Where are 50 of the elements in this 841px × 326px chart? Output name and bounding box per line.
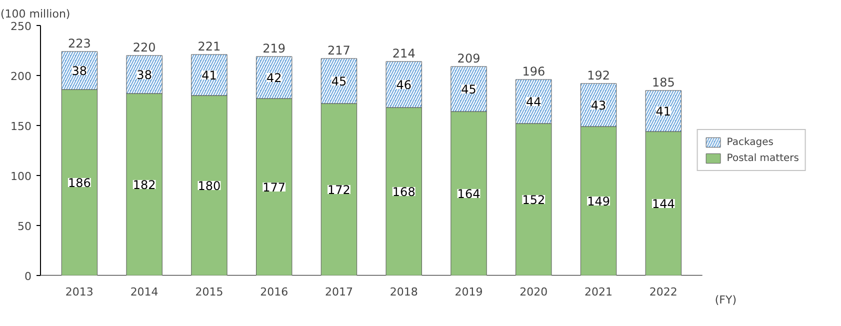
y-tick-label: 150	[10, 120, 32, 133]
x-tick-label: 2016	[260, 286, 288, 298]
y-tick-label: 100	[10, 170, 32, 183]
data-label: 180	[198, 179, 221, 193]
data-label: 45	[331, 74, 347, 88]
data-label: 38	[136, 68, 152, 82]
x-tick-label: 2021	[584, 286, 613, 298]
total-label: 196	[522, 64, 546, 78]
total-label: 192	[587, 68, 610, 82]
data-label: 46	[396, 78, 412, 92]
y-tick-label: 250	[10, 20, 32, 33]
data-label: 164	[457, 187, 480, 201]
total-label: 185	[652, 76, 675, 90]
legend-label: Packages	[726, 136, 774, 148]
x-tick-label: 2022	[649, 286, 678, 298]
total-label: 209	[457, 52, 480, 66]
data-label: 144	[652, 197, 675, 211]
data-label: 45	[461, 82, 476, 96]
x-tick-label: 2020	[520, 286, 548, 298]
x-axis-title: (FY)	[714, 294, 737, 306]
total-label: 217	[328, 44, 350, 58]
data-label: 42	[266, 71, 282, 85]
x-tick-label: 2015	[195, 286, 224, 298]
data-label: 41	[202, 68, 217, 82]
y-tick-label: 0	[24, 270, 32, 283]
x-tick-label: 2013	[65, 286, 94, 298]
data-label: 168	[392, 185, 416, 199]
total-label: 214	[392, 46, 416, 60]
y-tick-label: 200	[10, 70, 32, 83]
total-label: 219	[262, 42, 286, 56]
x-tick-label: 2014	[130, 286, 158, 298]
data-label: 43	[590, 98, 606, 112]
total-label: 223	[68, 36, 91, 50]
legend-label: Postal matters	[726, 152, 799, 164]
x-tick-label: 2017	[324, 286, 353, 298]
data-label: 172	[328, 183, 350, 197]
data-label: 44	[526, 95, 542, 109]
total-label: 221	[198, 40, 221, 54]
data-label: 41	[656, 104, 672, 118]
data-label: 38	[72, 64, 88, 78]
y-tick-label: 50	[18, 220, 32, 233]
data-label: 186	[68, 176, 91, 190]
data-label: 149	[587, 194, 610, 208]
data-label: 182	[132, 178, 156, 192]
x-tick-label: 2019	[454, 286, 483, 298]
data-label: 177	[262, 180, 286, 194]
data-label: 152	[522, 193, 546, 207]
x-tick-label: 2018	[390, 286, 418, 298]
total-label: 220	[132, 40, 156, 54]
y-axis-title: (100 million)	[0, 8, 70, 20]
